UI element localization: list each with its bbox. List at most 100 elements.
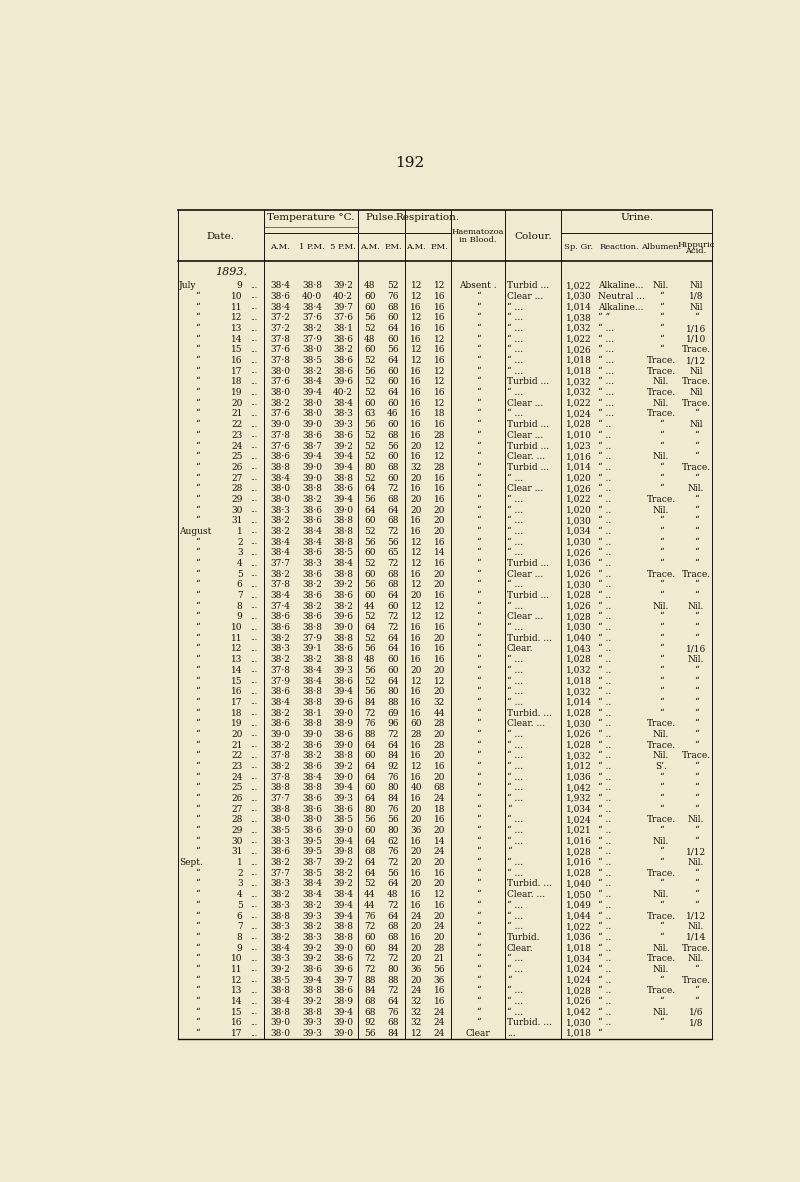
Text: 52: 52 <box>364 634 375 643</box>
Text: “ ...: “ ... <box>507 752 523 760</box>
Text: 40: 40 <box>410 784 422 792</box>
Text: “: “ <box>694 687 698 696</box>
Text: “: “ <box>476 377 481 387</box>
Text: 39·3: 39·3 <box>333 420 353 429</box>
Text: 16: 16 <box>410 324 422 333</box>
Text: “: “ <box>476 324 481 333</box>
Text: 4: 4 <box>237 890 242 900</box>
Text: 38·6: 38·6 <box>302 591 322 600</box>
Text: “: “ <box>476 474 481 482</box>
Text: 19: 19 <box>231 388 242 397</box>
Text: 38·8: 38·8 <box>333 655 353 664</box>
Text: “: “ <box>476 409 481 418</box>
Text: 38·6: 38·6 <box>333 954 353 963</box>
Text: “: “ <box>476 623 481 632</box>
Text: “ ..: “ .. <box>598 741 611 749</box>
Text: 52: 52 <box>364 324 375 333</box>
Text: Nil.: Nil. <box>653 398 670 408</box>
Text: 15: 15 <box>231 345 242 355</box>
Text: 24: 24 <box>434 922 445 931</box>
Text: “: “ <box>476 943 481 953</box>
Text: 72: 72 <box>387 858 398 868</box>
Text: “ ..: “ .. <box>598 986 611 995</box>
Text: ...: ... <box>250 624 258 631</box>
Text: 12: 12 <box>410 548 422 558</box>
Text: Nil: Nil <box>690 366 702 376</box>
Text: 37·8: 37·8 <box>270 752 290 760</box>
Text: 19: 19 <box>231 720 242 728</box>
Text: “ ..: “ .. <box>598 954 611 963</box>
Text: 16: 16 <box>410 901 422 910</box>
Text: 39·0: 39·0 <box>270 420 290 429</box>
Text: 1,018: 1,018 <box>566 676 591 686</box>
Text: Nil: Nil <box>690 303 702 312</box>
Text: 38·6: 38·6 <box>302 794 322 803</box>
Text: 39·5: 39·5 <box>302 837 322 846</box>
Text: 38·6: 38·6 <box>333 335 353 344</box>
Text: Nil: Nil <box>690 388 702 397</box>
Text: 76: 76 <box>364 911 375 921</box>
Text: “ ...: “ ... <box>507 495 523 504</box>
Text: Clear. ...: Clear. ... <box>507 453 545 461</box>
Text: ...: ... <box>250 635 258 642</box>
Text: “ ..: “ .. <box>598 762 611 771</box>
Text: 1,030: 1,030 <box>566 1019 591 1027</box>
Text: Nil.: Nil. <box>653 453 670 461</box>
Text: Turbid. ...: Turbid. ... <box>507 1019 552 1027</box>
Text: 38·2: 38·2 <box>302 602 322 611</box>
Text: 12: 12 <box>410 612 422 622</box>
Text: 38·2: 38·2 <box>302 655 322 664</box>
Text: “ ..: “ .. <box>598 687 611 696</box>
Text: 76: 76 <box>387 847 398 857</box>
Text: “ ..: “ .. <box>598 794 611 803</box>
Text: “: “ <box>195 1019 200 1027</box>
Text: 24: 24 <box>434 1030 445 1038</box>
Text: “ ...: “ ... <box>507 676 523 686</box>
Text: 38·2: 38·2 <box>270 741 290 749</box>
Text: 28: 28 <box>231 485 242 493</box>
Text: 72: 72 <box>387 986 398 995</box>
Text: “: “ <box>507 805 511 813</box>
Text: ...: ... <box>250 966 258 974</box>
Text: “: “ <box>195 826 200 836</box>
Text: 12: 12 <box>434 602 445 611</box>
Text: “: “ <box>476 356 481 365</box>
Text: “ ..: “ .. <box>598 730 611 739</box>
Text: 16: 16 <box>434 313 445 323</box>
Text: Trace.: Trace. <box>646 495 676 504</box>
Text: ...: ... <box>250 538 258 546</box>
Text: “: “ <box>476 665 481 675</box>
Text: 12: 12 <box>434 890 445 900</box>
Text: 1,028: 1,028 <box>566 591 591 600</box>
Text: Clear. ...: Clear. ... <box>507 890 545 900</box>
Text: 9: 9 <box>237 612 242 622</box>
Text: ...: ... <box>250 847 258 856</box>
Text: 12: 12 <box>410 538 422 546</box>
Text: 64: 64 <box>387 324 398 333</box>
Text: ...: ... <box>250 902 258 909</box>
Text: 16: 16 <box>231 687 242 696</box>
Text: 88: 88 <box>387 697 398 707</box>
Text: 38·8: 38·8 <box>302 623 322 632</box>
Text: Alkaline...: Alkaline... <box>598 303 643 312</box>
Text: 39·4: 39·4 <box>333 453 353 461</box>
Text: 38·8: 38·8 <box>270 463 290 472</box>
Text: ...: ... <box>250 580 258 589</box>
Text: Turbid ...: Turbid ... <box>507 281 549 291</box>
Text: “: “ <box>694 665 698 675</box>
Text: Reaction.: Reaction. <box>599 242 639 251</box>
Text: 38·0: 38·0 <box>270 1030 290 1038</box>
Text: 56: 56 <box>387 442 398 450</box>
Text: ...: ... <box>250 1030 258 1038</box>
Text: “ ..: “ .. <box>598 634 611 643</box>
Text: “ ...: “ ... <box>507 538 523 546</box>
Text: 37·8: 37·8 <box>270 335 290 344</box>
Text: 39·4: 39·4 <box>333 1008 353 1017</box>
Text: “: “ <box>195 398 200 408</box>
Text: 1/12: 1/12 <box>686 847 706 857</box>
Text: 38·4: 38·4 <box>270 996 290 1006</box>
Text: 38·9: 38·9 <box>333 720 353 728</box>
Text: 20: 20 <box>231 398 242 408</box>
Text: “: “ <box>195 580 200 590</box>
Text: “: “ <box>694 517 698 525</box>
